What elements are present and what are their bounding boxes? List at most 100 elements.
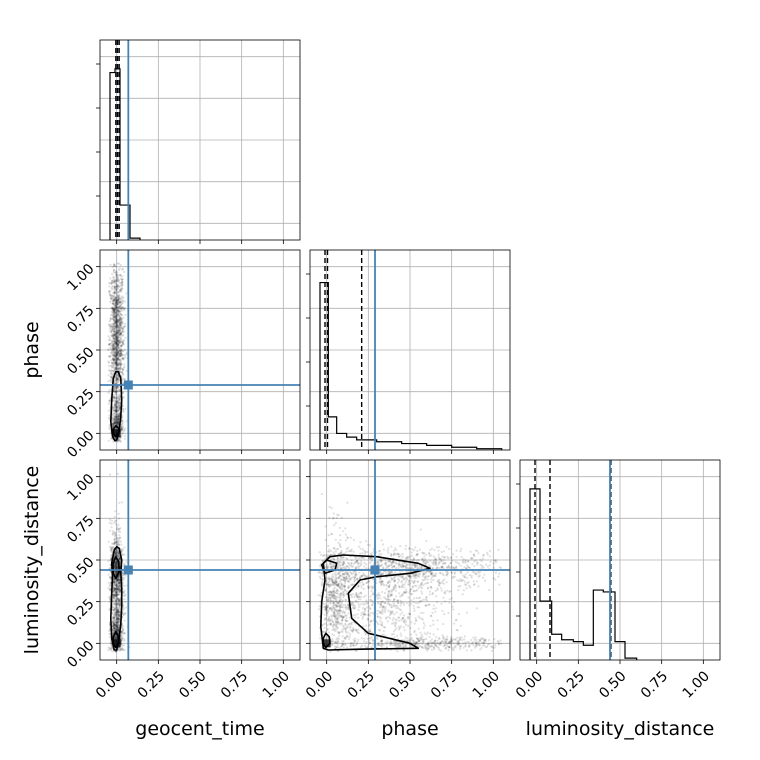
scatter-point <box>118 315 122 318</box>
scatter-point <box>111 327 114 330</box>
scatter-point <box>462 574 465 577</box>
scatter-point <box>111 302 114 305</box>
scatter-point <box>111 370 114 373</box>
scatter-point <box>109 355 112 358</box>
scatter-point <box>330 575 334 578</box>
scatter-point <box>111 532 114 535</box>
scatter-point <box>116 345 119 348</box>
scatter-point <box>120 345 123 348</box>
scatter-point <box>423 575 426 579</box>
scatter-point <box>119 289 122 292</box>
scatter-point <box>116 418 120 421</box>
scatter-point <box>114 292 117 295</box>
scatter-point <box>120 345 123 348</box>
scatter-point <box>109 648 112 651</box>
scatter-point <box>117 353 120 356</box>
scatter-point <box>121 268 124 271</box>
scatter-point <box>115 302 118 305</box>
scatter-point <box>107 391 110 395</box>
scatter-point <box>121 416 124 419</box>
scatter-point <box>111 423 114 426</box>
scatter-point <box>121 644 124 647</box>
scatter-point <box>363 637 366 640</box>
density-peak-marker <box>112 639 121 648</box>
scatter-point <box>109 346 112 349</box>
scatter-point <box>113 303 116 306</box>
scatter-point <box>115 616 118 619</box>
scatter-point <box>118 325 122 328</box>
scatter-point <box>445 570 448 574</box>
scatter-point <box>112 308 115 311</box>
scatter-point <box>114 338 117 341</box>
scatter-point <box>430 554 433 557</box>
scatter-point <box>114 364 118 367</box>
scatter-point <box>112 338 115 341</box>
scatter-point <box>109 301 112 304</box>
scatter-point <box>116 625 119 628</box>
scatter-point <box>113 418 116 421</box>
scatter-point <box>115 366 118 369</box>
scatter-point <box>109 289 112 292</box>
scatter-point <box>368 630 371 633</box>
scatter-point <box>122 377 125 380</box>
scatter-point <box>319 571 323 575</box>
scatter-point <box>360 611 363 615</box>
scatter-point <box>113 348 116 351</box>
scatter-point <box>116 602 119 605</box>
scatter-point <box>119 587 122 590</box>
scatter-point <box>116 418 119 421</box>
scatter-point <box>123 563 126 566</box>
scatter-point <box>109 554 112 557</box>
scatter-point <box>112 623 115 626</box>
scatter-point <box>112 279 115 282</box>
scatter-point <box>117 340 120 344</box>
scatter-point <box>497 575 500 578</box>
scatter-point <box>115 298 119 301</box>
scatter-point <box>114 409 118 413</box>
scatter-point <box>115 386 118 389</box>
scatter-point <box>121 628 125 632</box>
scatter-point <box>119 288 122 291</box>
scatter-point <box>120 326 123 329</box>
scatter-point <box>108 290 111 293</box>
scatter-point <box>388 570 391 573</box>
scatter-point <box>119 527 122 530</box>
scatter-point <box>344 589 347 592</box>
scatter-point <box>112 347 115 350</box>
scatter-point <box>114 318 117 321</box>
scatter-point <box>467 560 470 563</box>
scatter-point <box>415 554 418 557</box>
scatter-point <box>115 405 118 408</box>
scatter-point <box>118 318 121 321</box>
scatter-point <box>330 615 333 619</box>
scatter-point <box>400 565 403 569</box>
scatter-point <box>399 613 402 616</box>
scatter-point <box>117 613 120 616</box>
scatter-point <box>113 630 116 633</box>
scatter-point <box>116 332 119 335</box>
scatter-point <box>114 566 117 569</box>
scatter-point <box>117 626 120 629</box>
scatter-point <box>112 359 115 362</box>
scatter-point <box>108 518 112 521</box>
scatter-point <box>114 562 117 565</box>
scatter-point <box>396 562 399 565</box>
scatter-point <box>325 587 328 590</box>
histogram-panel-luminosity_distance <box>516 459 721 664</box>
scatter-point <box>115 404 118 407</box>
scatter-point <box>118 599 121 602</box>
scatter-point <box>119 305 122 308</box>
scatter-point <box>118 581 121 584</box>
scatter-point <box>117 375 120 378</box>
scatter-point <box>466 582 469 585</box>
scatter-point <box>115 304 118 307</box>
scatter-point <box>114 415 117 418</box>
scatter-point <box>379 617 382 620</box>
scatter-point <box>114 368 118 371</box>
scatter-point <box>393 565 396 568</box>
scatter-point <box>113 588 116 592</box>
scatter-point <box>116 566 119 569</box>
scatter-point <box>368 544 372 547</box>
scatter-point <box>114 635 117 638</box>
histogram-bin <box>427 445 452 450</box>
